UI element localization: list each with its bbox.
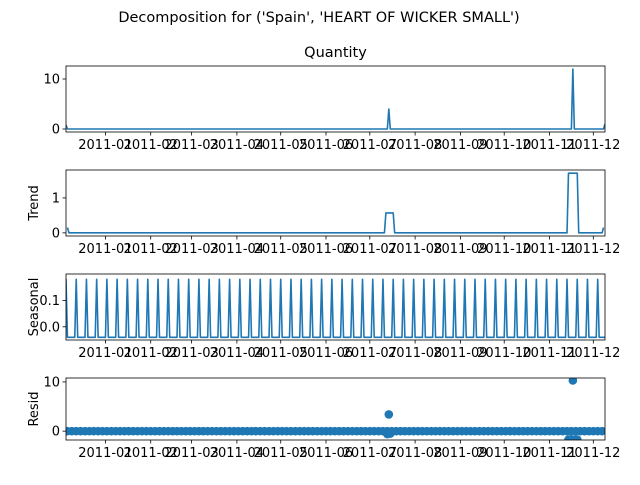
resid-outlier-point xyxy=(384,410,394,419)
x-tick-label: 2011-04 xyxy=(210,242,264,257)
x-tick-label: 2011-12 xyxy=(566,138,620,153)
x-tick-label: 2011-08 xyxy=(388,242,442,257)
x-tick-label: 2011-10 xyxy=(477,138,531,153)
y-axis-label: Resid xyxy=(27,391,42,426)
x-tick-label: 2011-06 xyxy=(299,446,353,461)
seasonal-line xyxy=(66,278,605,339)
axes-frame xyxy=(65,377,606,441)
x-tick-label: 2011-08 xyxy=(388,346,442,361)
axes-frame xyxy=(65,273,606,341)
x-tick-label: 2011-05 xyxy=(254,138,308,153)
x-tick-label: 2011-07 xyxy=(343,242,397,257)
x-tick-label: 2011-11 xyxy=(522,242,576,257)
x-tick-label: 2011-03 xyxy=(164,346,218,361)
x-tick-label: 2011-02 xyxy=(124,346,178,361)
x-tick-label: 2011-01 xyxy=(78,346,132,361)
x-tick-label: 2011-07 xyxy=(343,346,397,361)
y-tick-label: 0 xyxy=(52,226,60,241)
resid-point xyxy=(597,426,605,436)
axes-frame xyxy=(65,65,606,133)
x-tick-label: 2011-12 xyxy=(566,346,620,361)
y-tick-label: 0 xyxy=(52,123,60,138)
x-tick-label: 2011-09 xyxy=(433,242,487,257)
x-tick-label: 2011-03 xyxy=(164,138,218,153)
x-tick-label: 2011-11 xyxy=(522,446,576,461)
x-tick-label: 2011-09 xyxy=(433,138,487,153)
x-tick-label: 2011-04 xyxy=(210,346,264,361)
y-tick-label: 10 xyxy=(43,73,60,88)
plot-area xyxy=(66,68,605,130)
x-tick-label: 2011-08 xyxy=(388,446,442,461)
plot-area xyxy=(66,172,605,234)
x-tick-label: 2011-12 xyxy=(566,446,620,461)
x-tick-label: 2011-06 xyxy=(299,138,353,153)
x-tick-label: 2011-10 xyxy=(477,446,531,461)
resid-outlier-point xyxy=(572,435,582,440)
resid-outlier-point xyxy=(385,429,395,438)
x-tick-label: 2011-10 xyxy=(477,242,531,257)
y-axis-label: Trend xyxy=(27,185,42,222)
plot-area xyxy=(66,278,605,339)
x-tick-label: 2011-09 xyxy=(433,446,487,461)
resid-outlier-point xyxy=(568,378,578,385)
y-tick-label: 0 xyxy=(52,425,60,440)
x-tick-label: 2011-08 xyxy=(388,138,442,153)
x-tick-label: 2011-07 xyxy=(343,138,397,153)
x-tick-label: 2011-03 xyxy=(164,446,218,461)
figure-suptitle: Decomposition for ('Spain', 'HEART OF WI… xyxy=(118,10,519,26)
y-tick-label: 1 xyxy=(52,191,60,206)
x-tick-label: 2011-04 xyxy=(210,138,264,153)
series-line xyxy=(66,68,605,130)
x-tick-label: 2011-02 xyxy=(124,242,178,257)
y-tick-label: 10 xyxy=(43,375,60,390)
x-tick-label: 2011-02 xyxy=(124,446,178,461)
x-tick-label: 2011-12 xyxy=(566,242,620,257)
x-tick-label: 2011-06 xyxy=(299,242,353,257)
x-tick-label: 2011-05 xyxy=(254,242,308,257)
x-tick-label: 2011-02 xyxy=(124,138,178,153)
x-tick-label: 2011-10 xyxy=(477,346,531,361)
panel-trend: Trend012011-012011-022011-032011-042011-… xyxy=(27,169,620,257)
x-tick-label: 2011-05 xyxy=(254,346,308,361)
axes-frame xyxy=(65,169,606,237)
x-tick-label: 2011-06 xyxy=(299,346,353,361)
y-axis-label: Seasonal xyxy=(27,278,42,337)
series-line xyxy=(66,172,605,234)
panel-title: Quantity xyxy=(304,45,367,61)
x-tick-label: 2011-11 xyxy=(522,346,576,361)
x-tick-label: 2011-01 xyxy=(78,138,132,153)
x-tick-label: 2011-04 xyxy=(210,446,264,461)
x-tick-label: 2011-09 xyxy=(433,346,487,361)
x-tick-label: 2011-07 xyxy=(343,446,397,461)
panel-resid: Resid0102011-012011-022011-032011-042011… xyxy=(27,375,620,461)
x-tick-label: 2011-03 xyxy=(164,242,218,257)
x-tick-label: 2011-11 xyxy=(522,138,576,153)
plot-area xyxy=(66,378,605,440)
panel-seasonal: Seasonal0.00.12011-012011-022011-032011-… xyxy=(27,273,620,361)
y-tick-label: 0.0 xyxy=(39,320,60,335)
y-tick-label: 0.1 xyxy=(39,294,60,309)
x-tick-label: 2011-01 xyxy=(78,446,132,461)
x-tick-label: 2011-05 xyxy=(254,446,308,461)
panel-quantity: Quantity0102011-012011-022011-032011-042… xyxy=(43,45,620,153)
x-tick-label: 2011-01 xyxy=(78,242,132,257)
